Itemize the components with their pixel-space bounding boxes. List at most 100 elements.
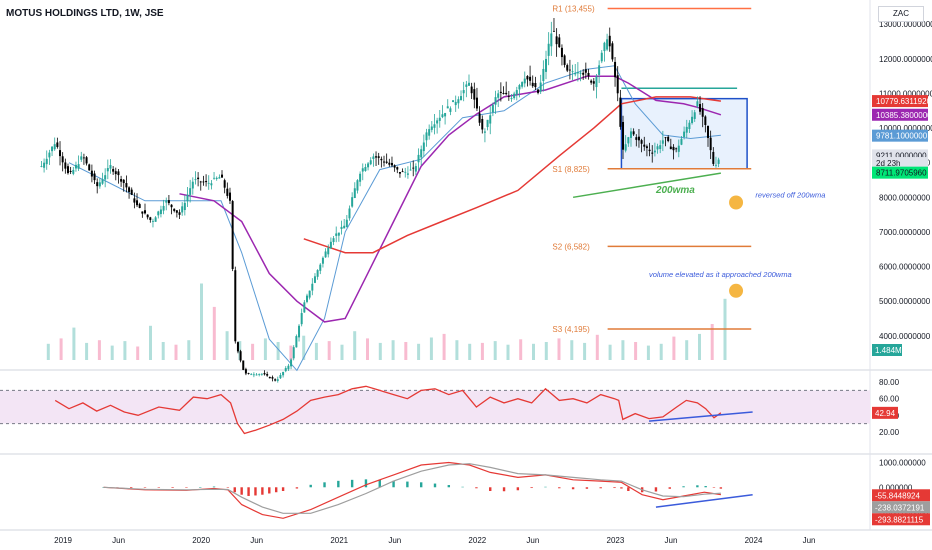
time-tick-label: Jun [665,536,678,545]
macd-trendline [655,493,753,508]
candle-body [64,162,67,169]
candle-body [290,359,293,367]
volume-bar [149,325,152,360]
candle-body [688,122,691,130]
volume-bar [532,343,535,360]
volume-bar [263,338,267,360]
macd-histogram-bar [323,482,326,488]
macd-histogram-bar [654,487,658,492]
candle-body [552,30,555,32]
candle-body [141,211,144,214]
volume-bar [672,336,676,360]
candle-body [483,131,486,133]
candle-body [80,156,83,160]
macd-line [103,461,721,519]
candle-body [112,169,115,172]
candle-body [247,373,250,374]
rsi-tick-label: 80.00 [879,378,900,387]
candle-body [390,162,393,166]
volume-bar [685,340,689,360]
price-label-box [872,166,928,179]
candle-body [412,167,415,169]
currency-button[interactable]: ZAC [878,6,924,22]
candle-body [48,152,51,158]
macd-histogram-bar [274,487,278,493]
candle-body [146,214,149,218]
price-label-box [872,157,928,170]
time-tick-label: Jun [112,536,125,545]
candle-body [595,76,598,88]
price-label-box [872,95,928,108]
candle-body [704,116,707,125]
volume-bar [698,333,701,360]
candle-body [614,61,617,78]
candle-body [69,170,72,172]
macd-histogram-bar [516,487,520,491]
candle-body [165,200,168,203]
candle-body [460,96,463,101]
candle-body [648,149,651,152]
candle-body [324,251,327,258]
candle-body [56,142,59,147]
pivot-label: S1 (8,825) [552,165,590,174]
candle-body [183,202,186,211]
candle-body [481,118,484,130]
candle-body [393,165,396,168]
volume-bar [59,338,63,360]
candle-body [383,161,386,163]
candle-body [138,204,141,208]
macd-histogram-bar [704,486,707,488]
rsi-band [0,390,870,424]
candle-body [327,247,330,255]
candle-body [96,182,99,187]
volume-bar [378,342,382,360]
candle-body [93,173,96,181]
candle-body [348,208,351,219]
candle-body [616,75,619,94]
candle-body [266,374,269,376]
price-tick-label: 10000.0000000 [879,124,932,133]
candle-body [404,171,407,173]
price-label: 9781.1000000 [876,132,928,141]
candle-body [263,373,266,375]
volume-bar [366,338,369,360]
candle-body [683,131,686,137]
volume-bar [506,344,510,360]
volume-bar [480,342,484,360]
volume-bar [289,345,293,360]
candle-body [66,166,69,174]
macd-value-box [872,501,930,514]
macd-histogram-bar [489,487,492,491]
macd-value: -55.8448924 [875,491,920,500]
candle-body [276,379,279,381]
macd-histogram-bar [447,485,451,488]
time-tick-label: 2021 [330,536,348,545]
candle-body [446,106,449,109]
candle-body [329,241,332,249]
volume-bar [570,340,574,360]
candle-body [173,208,176,211]
time-tick-label: 2023 [607,536,625,545]
candle-body [635,137,638,140]
macd-histogram-bar [199,487,202,488]
candle-body [714,164,717,166]
price-tick-label: 12000.0000000 [879,55,932,64]
candle-body [478,113,481,123]
candle-body [345,219,348,228]
candle-body [274,379,277,381]
candle-body [699,104,702,112]
candle-body [385,161,388,163]
candle-body [513,93,516,99]
macd-histogram-bar [157,487,161,488]
candle-body [271,377,274,379]
candle-body [452,100,455,103]
candle-body [316,270,319,277]
macd-histogram-bar [682,486,685,488]
candle-body [244,369,247,374]
candle-body [701,108,704,117]
candle-body [571,71,574,73]
candle-body [181,206,184,213]
candle-body [622,121,625,150]
candle-body [186,194,189,202]
